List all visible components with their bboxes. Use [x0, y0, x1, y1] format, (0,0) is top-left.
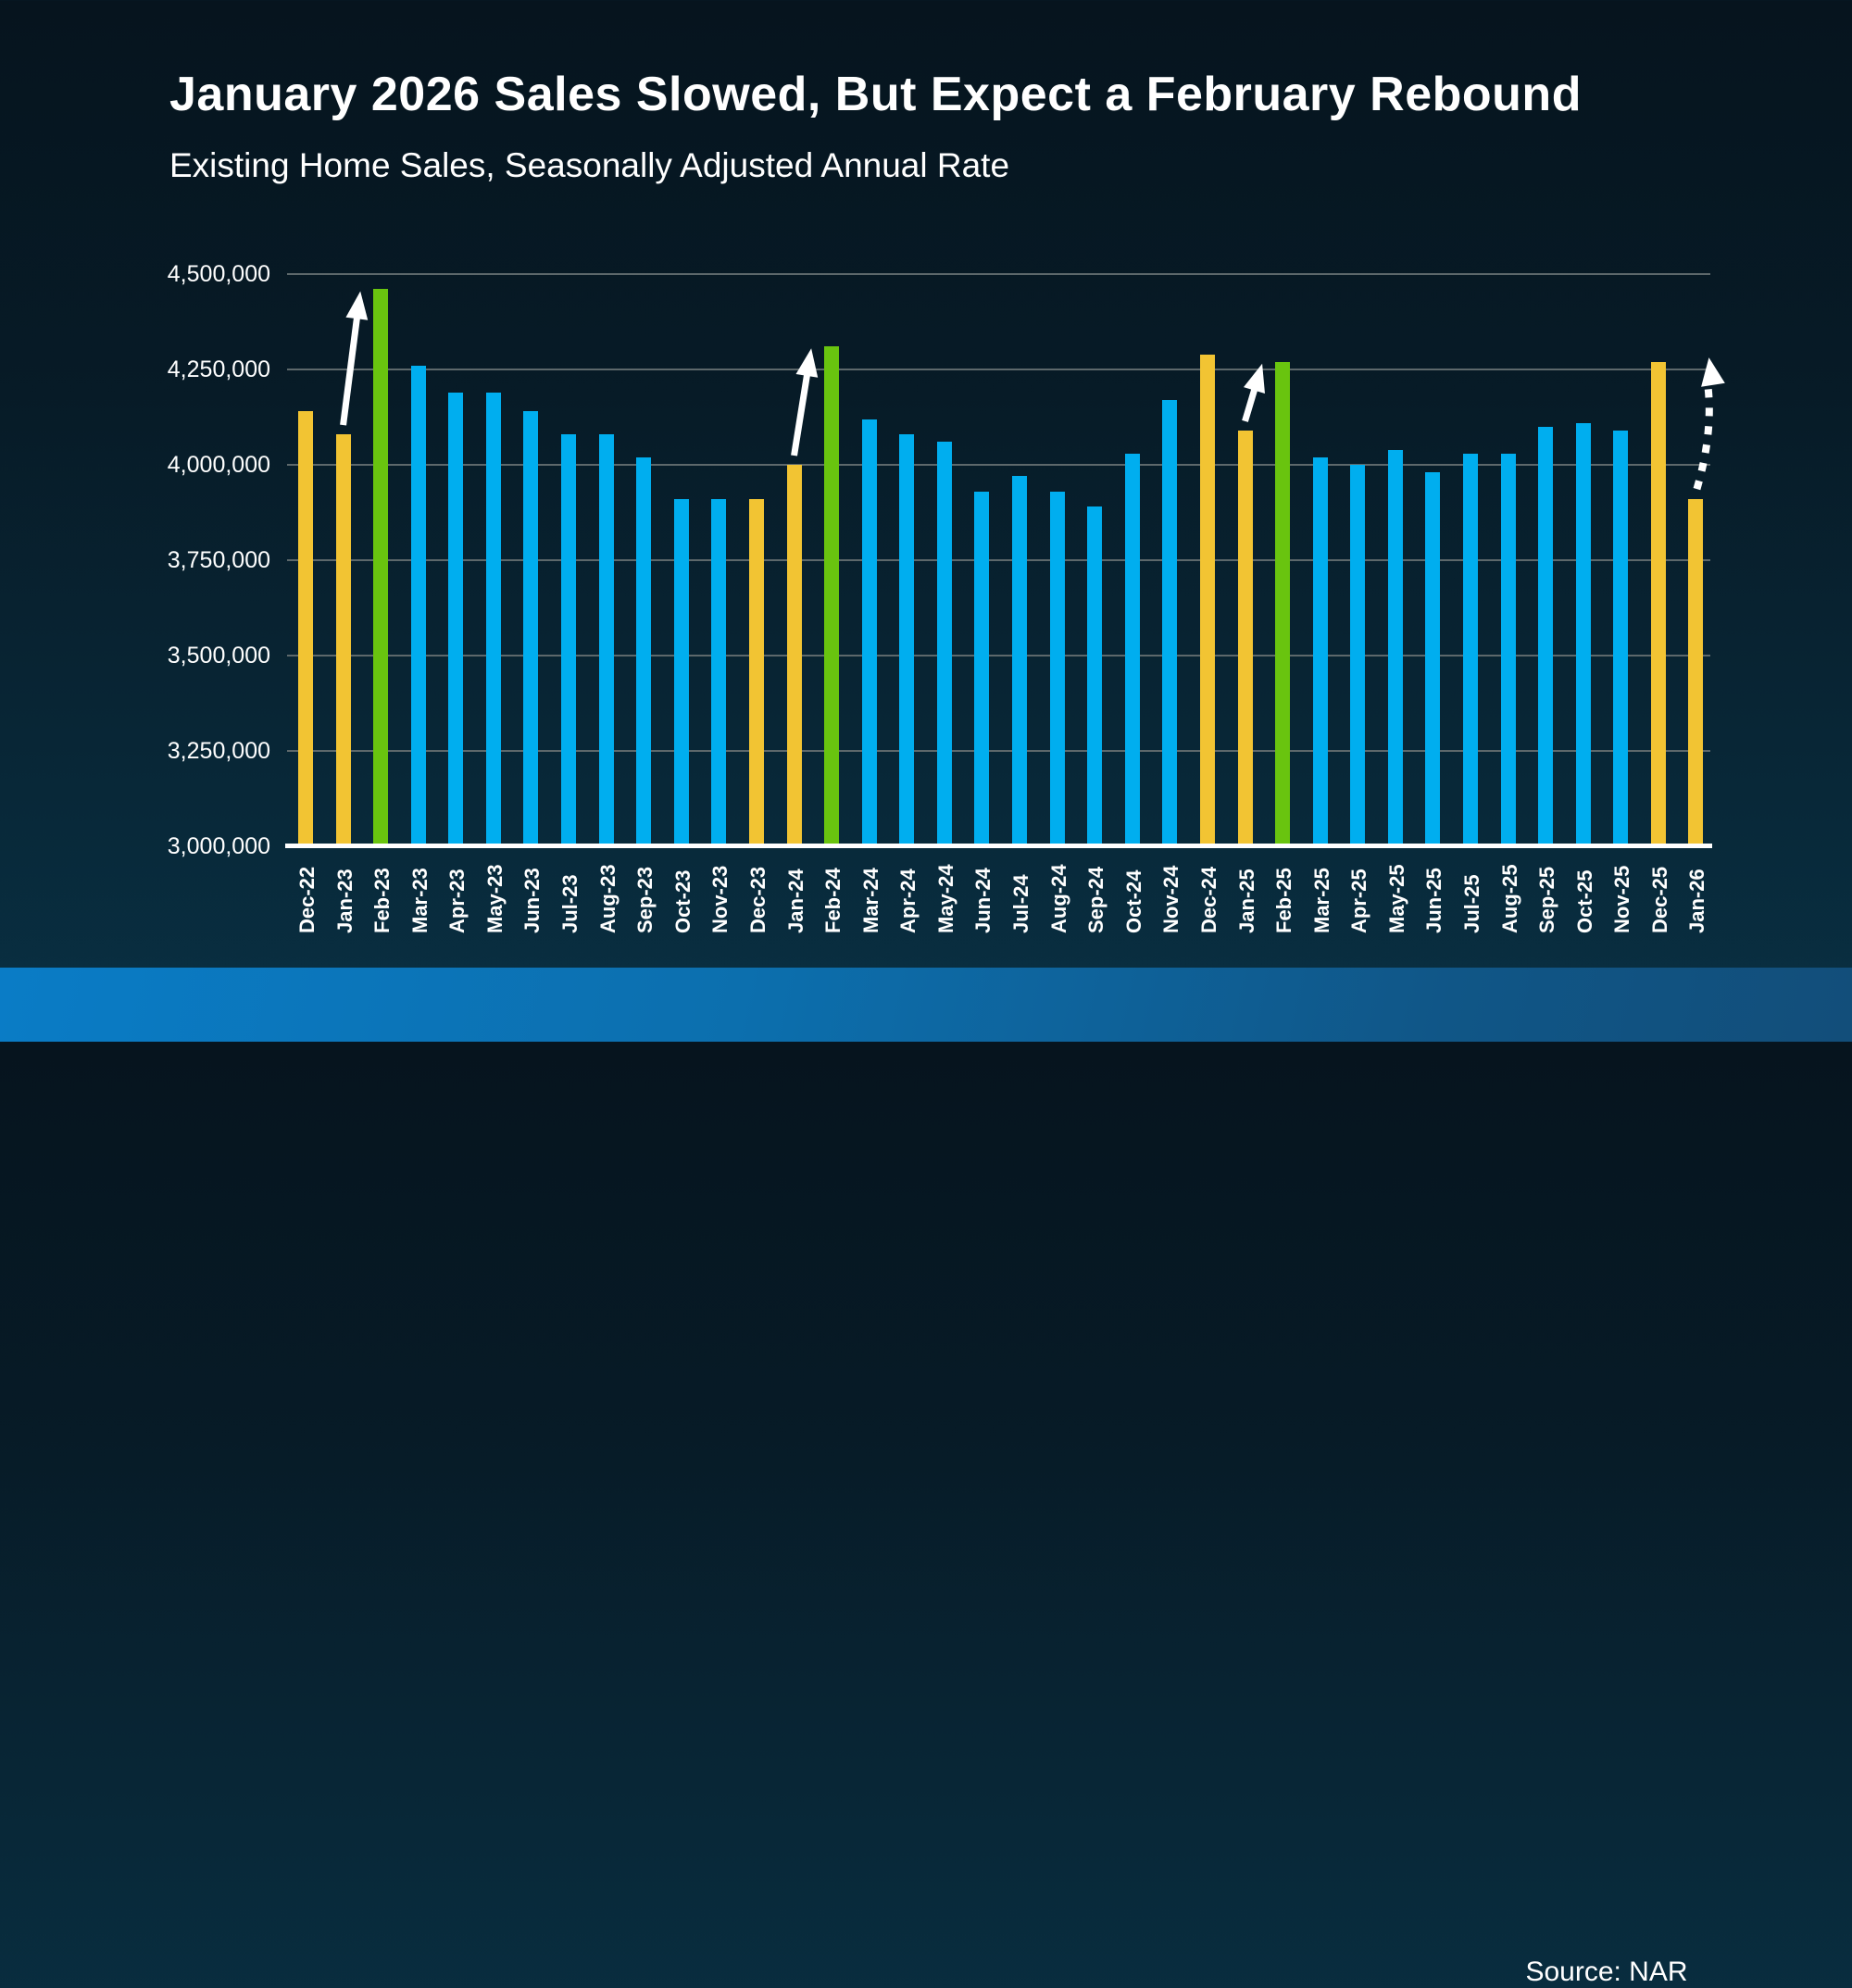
x-axis-tick-label: Jan-24	[783, 869, 807, 933]
bar-Nov-23	[711, 499, 727, 846]
x-axis-tick-label: Apr-24	[896, 869, 920, 933]
x-axis-tick-label: Oct-25	[1572, 869, 1596, 933]
x-axis-tick-label: Mar-23	[407, 868, 432, 933]
x-axis-tick-label: Nov-23	[708, 865, 732, 933]
bar-Dec-25	[1650, 361, 1666, 846]
x-axis-tick-label: Aug-25	[1497, 864, 1521, 933]
bar-Mar-23	[410, 365, 426, 846]
existing-home-sales-bar-chart: 4,500,000 4,250,000 4,000,000 3,750,000 3,50…	[167, 261, 1712, 933]
bar-Nov-24	[1162, 399, 1178, 846]
x-axis-tick-label: Apr-25	[1347, 869, 1371, 933]
bar-Sep-25	[1538, 426, 1554, 846]
bar-Sep-23	[636, 456, 652, 846]
bar-May-24	[936, 442, 952, 846]
x-axis-tick-label: Jun-23	[520, 868, 544, 933]
x-axis-tick-label: Sep-25	[1535, 866, 1559, 933]
bar-Dec-24	[1199, 354, 1215, 846]
y-axis-tick-label: 4,500,000	[167, 261, 270, 287]
x-axis-tick-label: Dec-24	[1196, 866, 1220, 933]
bar-Nov-25	[1613, 430, 1629, 846]
bar-Jul-24	[1012, 476, 1028, 846]
x-axis-tick-label: Feb-25	[1272, 868, 1296, 933]
y-axis-tick-label: 3,250,000	[167, 738, 270, 764]
bar-Sep-24	[1087, 506, 1103, 846]
x-axis-tick-label: May-23	[482, 864, 507, 933]
y-axis-tick-label: 3,500,000	[167, 643, 270, 669]
bar-Aug-25	[1500, 453, 1516, 846]
y-axis-tick-label: 3,000,000	[167, 833, 270, 859]
bar-Feb-25	[1275, 361, 1291, 846]
x-axis-tick-label: Dec-23	[745, 866, 770, 933]
bar-Feb-24	[824, 346, 840, 846]
bar-Jul-23	[561, 434, 577, 846]
bar-Apr-24	[899, 434, 915, 846]
x-axis-tick-label: Jul-25	[1459, 874, 1483, 933]
x-axis-tick-label: Jun-24	[971, 868, 995, 933]
x-axis-tick-label: Sep-23	[633, 866, 657, 933]
bar-Dec-22	[298, 411, 313, 846]
bar-Jun-24	[974, 491, 990, 846]
bar-Jan-23	[335, 434, 351, 846]
gridline	[287, 464, 1710, 466]
y-axis-tick-label: 3,750,000	[167, 547, 270, 573]
x-axis-tick-label: Jan-23	[332, 869, 357, 933]
bar-Oct-23	[673, 499, 689, 846]
x-axis-tick-label: May-25	[1384, 864, 1408, 933]
bar-Jan-26	[1688, 499, 1704, 846]
bar-Jun-23	[523, 411, 539, 846]
x-axis-tick-label: Mar-25	[1309, 868, 1333, 933]
y-axis-tick-label: 4,000,000	[167, 452, 270, 478]
x-axis-tick-label: Jun-25	[1422, 868, 1446, 933]
y-axis-tick-label: 4,250,000	[167, 356, 270, 382]
x-axis-tick-label: Aug-24	[1046, 864, 1070, 933]
x-axis-tick-label: Oct-23	[670, 869, 694, 933]
page-subtitle: Existing Home Sales, Seasonally Adjusted…	[169, 146, 1010, 184]
x-axis-tick-label: Aug-23	[595, 864, 619, 933]
x-axis-tick-label: Feb-24	[821, 868, 845, 933]
bar-Jun-25	[1425, 472, 1441, 846]
x-axis-tick-label: Dec-22	[295, 866, 319, 933]
bar-Apr-25	[1350, 465, 1366, 846]
x-axis-tick-label: Nov-24	[1159, 865, 1183, 933]
x-axis-tick-label: May-24	[933, 864, 957, 933]
footer-bar: Source: NAR	[0, 968, 1852, 1987]
bar-Apr-23	[448, 392, 464, 846]
page-title: January 2026 Sales Slowed, But Expect a …	[169, 68, 1582, 121]
x-axis-tick-label: Apr-23	[445, 869, 469, 933]
bar-Oct-24	[1124, 453, 1140, 846]
gridline	[287, 655, 1710, 656]
bar-Aug-23	[598, 434, 614, 846]
bar-Jan-25	[1237, 430, 1253, 846]
bar-Jan-24	[786, 465, 802, 846]
bar-Mar-25	[1312, 456, 1328, 846]
x-axis-tick-label: Nov-25	[1610, 865, 1634, 933]
bar-Oct-25	[1575, 422, 1591, 846]
bar-Dec-23	[748, 499, 764, 846]
x-axis-tick-label: Jan-26	[1685, 869, 1709, 933]
x-axis-tick-label: Jan-25	[1234, 869, 1258, 933]
gridline	[287, 559, 1710, 561]
x-axis-tick-label: Sep-24	[1084, 866, 1108, 933]
x-axis-tick-label: Oct-24	[1121, 869, 1145, 933]
gridline	[287, 369, 1710, 370]
x-axis-line	[285, 844, 1712, 848]
source-label: Source: NAR	[1525, 1957, 1688, 1987]
x-axis-tick-label: Jul-23	[558, 874, 582, 933]
gridline	[287, 273, 1710, 275]
bar-Aug-24	[1049, 491, 1065, 846]
x-axis-tick-label: Mar-24	[858, 868, 882, 933]
bar-Feb-23	[373, 289, 389, 846]
x-axis-tick-label: Feb-23	[370, 868, 394, 933]
gridline	[287, 750, 1710, 752]
x-axis-tick-label: Dec-25	[1647, 866, 1671, 933]
bar-Mar-24	[861, 419, 877, 846]
bar-May-23	[485, 392, 501, 846]
bar-May-25	[1387, 449, 1403, 846]
bar-Jul-25	[1462, 453, 1478, 846]
x-axis-tick-label: Jul-24	[1009, 874, 1033, 933]
